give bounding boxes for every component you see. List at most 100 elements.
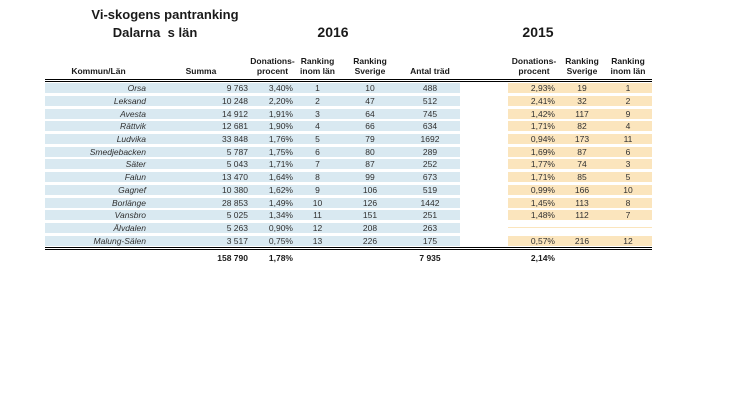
cell-ranking-sverige-2016: 47 xyxy=(340,96,400,107)
cell-ranking-sverige-2015: 166 xyxy=(560,184,604,195)
cell-antal-trad: 488 xyxy=(400,83,460,94)
cell-ranking-inom-lan-2016: 2 xyxy=(295,96,340,107)
cell-summa: 28 853 xyxy=(152,197,250,208)
cell-donationsprocent-2016: 1,34% xyxy=(250,210,295,221)
cell-ranking-sverige-2015: 87 xyxy=(560,146,604,157)
cell-summa: 10 380 xyxy=(152,184,250,195)
table-row: Borlänge 28 853 1,49% 10 126 1442 1,45% … xyxy=(45,196,652,209)
total-kommun-cell xyxy=(45,258,152,259)
pantranking-table: Kommun/Län Summa Donations- procent Rank… xyxy=(45,48,652,266)
cell-kommun: Borlänge xyxy=(45,197,152,208)
cell-kommun: Leksand xyxy=(45,96,152,107)
cell-kommun: Orsa xyxy=(45,83,152,94)
cell-donationsprocent-2015: 1,48% xyxy=(508,210,560,221)
header-ranking-inom-lan-2016: Ranking inom län xyxy=(300,56,335,76)
cell-donationsprocent-2015: 1,71% xyxy=(508,172,560,183)
cell-donationsprocent-2015: 2,41% xyxy=(508,96,560,107)
table-row: Orsa 9 763 3,40% 1 10 488 2,93% 19 1 xyxy=(45,82,652,95)
cell-donationsprocent-2016: 0,90% xyxy=(250,222,295,233)
cell-ranking-sverige-2016: 151 xyxy=(340,210,400,221)
cell-antal-trad: 673 xyxy=(400,172,460,183)
cell-antal-trad: 175 xyxy=(400,235,460,246)
cell-ranking-sverige-2015: 173 xyxy=(560,134,604,145)
cell-summa: 33 848 xyxy=(152,134,250,145)
cell-donationsprocent-2015: 1,77% xyxy=(508,159,560,170)
table-row: Älvdalen 5 263 0,90% 12 208 263 xyxy=(45,222,652,235)
header-gap xyxy=(460,75,508,79)
header-ranking-sverige-2016: Ranking Sverige xyxy=(353,56,387,76)
table-row: Malung-Sälen 3 517 0,75% 13 226 175 0,57… xyxy=(45,234,652,247)
cell-ranking-sverige-2016: 80 xyxy=(340,146,400,157)
total-ranking-sverige-2015-cell xyxy=(560,258,604,259)
cell-donationsprocent-2015: 0,99% xyxy=(508,184,560,195)
cell-kommun: Säter xyxy=(45,159,152,170)
cell-summa: 14 912 xyxy=(152,108,250,119)
table-row: Vansbro 5 025 1,34% 11 151 251 1,48% 112… xyxy=(45,209,652,222)
table-row: Smedjebacken 5 787 1,75% 6 80 289 1,69% … xyxy=(45,145,652,158)
cell-antal-trad: 634 xyxy=(400,121,460,132)
cell-ranking-inom-lan-2015: 12 xyxy=(604,235,652,246)
cell-summa: 9 763 xyxy=(152,83,250,94)
cell-ranking-sverige-2015 xyxy=(560,227,604,229)
cell-ranking-sverige-2016: 126 xyxy=(340,197,400,208)
cell-donationsprocent-2015: 1,42% xyxy=(508,108,560,119)
cell-antal-trad: 252 xyxy=(400,159,460,170)
header-kommun: Kommun/Län xyxy=(71,66,126,76)
cell-ranking-sverige-2016: 208 xyxy=(340,222,400,233)
year-2015-heading: 2015 xyxy=(522,24,554,40)
cell-summa: 10 248 xyxy=(152,96,250,107)
cell-ranking-inom-lan-2016: 10 xyxy=(295,197,340,208)
cell-antal-trad: 263 xyxy=(400,222,460,233)
cell-antal-trad: 289 xyxy=(400,146,460,157)
cell-ranking-inom-lan-2016: 12 xyxy=(295,222,340,233)
total-donationsprocent-2016: 1,78% xyxy=(268,253,293,264)
cell-donationsprocent-2016: 1,71% xyxy=(250,159,295,170)
cell-ranking-inom-lan-2016: 9 xyxy=(295,184,340,195)
cell-ranking-inom-lan-2015: 11 xyxy=(604,134,652,145)
cell-kommun: Gagnef xyxy=(45,184,152,195)
total-donationsprocent-2015: 2,14% xyxy=(530,253,555,264)
cell-ranking-inom-lan-2016: 13 xyxy=(295,235,340,246)
cell-kommun: Ludvika xyxy=(45,134,152,145)
total-ranking-inom-lan-2015-cell xyxy=(604,258,652,259)
cell-ranking-inom-lan-2016: 6 xyxy=(295,146,340,157)
table-row: Säter 5 043 1,71% 7 87 252 1,77% 74 3 xyxy=(45,158,652,171)
header-ranking-inom-lan-2015: Ranking inom län xyxy=(610,56,646,76)
cell-ranking-inom-lan-2015: 1 xyxy=(604,83,652,94)
cell-ranking-sverige-2016: 226 xyxy=(340,235,400,246)
table-row: Leksand 10 248 2,20% 2 47 512 2,41% 32 2 xyxy=(45,95,652,108)
cell-gap xyxy=(460,88,508,89)
report-subtitle-region: Dalarna s län xyxy=(112,25,198,40)
cell-ranking-inom-lan-2015: 7 xyxy=(604,210,652,221)
cell-donationsprocent-2016: 0,75% xyxy=(250,235,295,246)
cell-summa: 12 681 xyxy=(152,121,250,132)
header-antal-trad: Antal träd xyxy=(410,66,450,76)
cell-donationsprocent-2016: 1,76% xyxy=(250,134,295,145)
table-row: Rättvik 12 681 1,90% 4 66 634 1,71% 82 4 xyxy=(45,120,652,133)
cell-donationsprocent-2016: 1,62% xyxy=(250,184,295,195)
cell-gap xyxy=(460,164,508,165)
cell-ranking-sverige-2015: 113 xyxy=(560,197,604,208)
cell-ranking-sverige-2015: 74 xyxy=(560,159,604,170)
table-row: Gagnef 10 380 1,62% 9 106 519 0,99% 166 … xyxy=(45,184,652,197)
cell-donationsprocent-2015: 1,69% xyxy=(508,146,560,157)
cell-antal-trad: 251 xyxy=(400,210,460,221)
cell-ranking-sverige-2015: 216 xyxy=(560,235,604,246)
table-row: Falun 13 470 1,64% 8 99 673 1,71% 85 5 xyxy=(45,171,652,184)
cell-summa: 13 470 xyxy=(152,172,250,183)
cell-summa: 5 263 xyxy=(152,222,250,233)
cell-kommun: Falun xyxy=(45,172,152,183)
cell-summa: 5 043 xyxy=(152,159,250,170)
cell-ranking-inom-lan-2015 xyxy=(604,227,652,229)
cell-ranking-sverige-2015: 82 xyxy=(560,121,604,132)
cell-gap xyxy=(460,215,508,216)
cell-ranking-sverige-2016: 87 xyxy=(340,159,400,170)
cell-ranking-inom-lan-2015: 8 xyxy=(604,197,652,208)
cell-donationsprocent-2015: 0,57% xyxy=(508,235,560,246)
cell-donationsprocent-2015: 1,45% xyxy=(508,197,560,208)
header-ranking-sverige-2015: Ranking Sverige xyxy=(565,56,599,76)
cell-donationsprocent-2015: 0,94% xyxy=(508,134,560,145)
cell-summa: 5 025 xyxy=(152,210,250,221)
cell-ranking-inom-lan-2015: 5 xyxy=(604,172,652,183)
cell-antal-trad: 745 xyxy=(400,108,460,119)
